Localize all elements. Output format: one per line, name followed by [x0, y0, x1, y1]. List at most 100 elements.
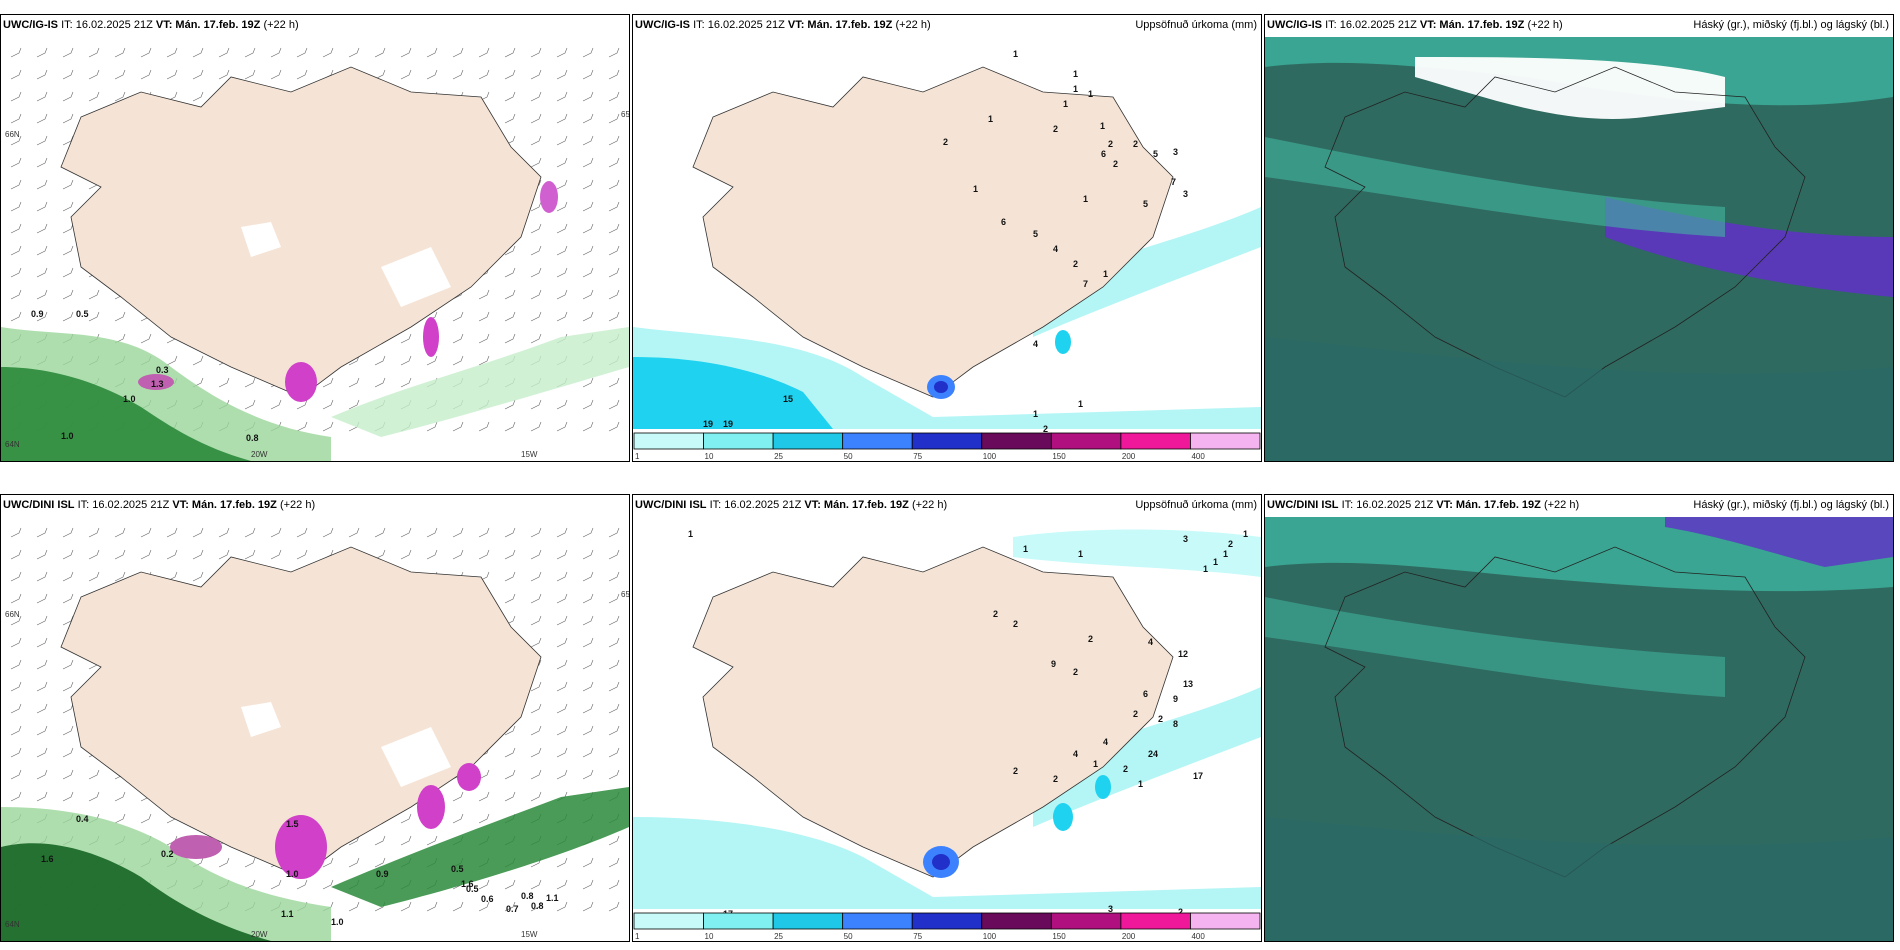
value-label: 0.5	[76, 309, 89, 319]
value-label: 0.9	[31, 309, 44, 319]
colorbar-swatch	[1190, 432, 1261, 450]
lat-label: 65N	[621, 590, 629, 599]
value-label: 15	[783, 394, 793, 404]
colorbar-tick: 10	[705, 932, 714, 941]
iceland-land	[60, 66, 542, 398]
value-label: 1.0	[123, 394, 136, 404]
panel-title: UWC/IG-IS IT: 16.02.2025 21Z VT: Mán. 17…	[3, 19, 625, 37]
value-label: 0.5	[466, 884, 479, 894]
lon-label: 15W	[521, 930, 538, 939]
value-label: 2	[1158, 714, 1163, 724]
value-label: 6	[1143, 689, 1148, 699]
value-label: 1.0	[61, 431, 74, 441]
model-label: UWC/DINI ISL	[3, 499, 75, 511]
value-label: 12	[1178, 649, 1188, 659]
value-label: 1	[988, 114, 993, 124]
model-label: UWC/DINI ISL	[1267, 499, 1339, 511]
value-label: 24	[1148, 749, 1158, 759]
value-label: 5	[1033, 229, 1038, 239]
value-label: 1	[1223, 549, 1228, 559]
lead-time: (+22 h)	[1543, 499, 1580, 511]
value-label: 3	[1183, 534, 1188, 544]
panel-title: UWC/DINI ISL IT: 16.02.2025 21Z VT: Mán.…	[635, 499, 1257, 517]
lat-label: 65N	[621, 110, 629, 119]
value-label: 2	[1053, 774, 1058, 784]
value-label: 8	[1173, 719, 1178, 729]
colorbar-swatch	[772, 432, 844, 450]
colorbar-swatch	[981, 432, 1052, 450]
colorbar-tick: 75	[913, 452, 922, 461]
panel-title: UWC/IG-IS IT: 16.02.2025 21Z VT: Mán. 17…	[635, 19, 1257, 37]
lat-label: 64N	[5, 440, 20, 449]
value-label: 1	[973, 184, 978, 194]
colorbar-swatch	[1120, 912, 1191, 930]
colorbar-swatch	[1190, 912, 1261, 930]
value-label: 13	[1183, 679, 1193, 689]
wind-snow-map: 0.4 1.50.21.61.0 0.50.8 1.11.60.50.60.90.7 0…	[1, 517, 629, 941]
valid-time: VT: Mán. 17.feb. 19Z	[1419, 19, 1525, 31]
value-label: 1	[1093, 759, 1098, 769]
value-label: 4	[1053, 244, 1058, 254]
model-label: UWC/DINI ISL	[635, 499, 707, 511]
colorbar-tick: 25	[774, 932, 783, 941]
value-label: 7	[1083, 279, 1088, 289]
value-label: 0.9	[376, 869, 389, 879]
value-label: 2	[1043, 424, 1048, 434]
value-label: 0.8	[246, 433, 259, 443]
panel-bottom-right: UWC/DINI ISL IT: 16.02.2025 21Z VT: Mán.…	[1264, 494, 1894, 942]
value-label: 1.0	[331, 917, 344, 927]
value-label: 19	[723, 419, 733, 429]
value-label: 1.5	[286, 819, 299, 829]
value-label: 0.4	[76, 814, 89, 824]
valid-time: VT: Mán. 17.feb. 19Z	[1436, 499, 1541, 511]
colorbar-tick: 25	[774, 452, 783, 461]
value-label: 2	[1053, 124, 1058, 134]
colorbar-tick: 150	[1052, 452, 1066, 461]
value-label: 1	[1088, 89, 1093, 99]
value-label: 1	[1138, 779, 1143, 789]
colorbar-tick: 50	[844, 452, 853, 461]
value-label: 1.6	[461, 879, 474, 889]
colorbar-swatch	[911, 912, 983, 930]
lat-label: 66N	[5, 130, 20, 139]
lat-label: 64N	[5, 920, 20, 929]
precipitation-map: 1113211112224129213692284412422211717645…	[633, 517, 1261, 941]
value-label: 1.0	[286, 869, 299, 879]
colorbar-tick: 200	[1122, 452, 1136, 461]
value-label: 0.6	[481, 894, 494, 904]
model-label: UWC/IG-IS	[1267, 19, 1322, 31]
value-label: 1	[1033, 409, 1038, 419]
value-label: 3	[1173, 147, 1178, 157]
cloud-cover-map	[1265, 517, 1893, 941]
precip-colorbar: 1 10 25 50 75 100 150 200 400	[633, 432, 1261, 461]
value-label: 6	[1101, 149, 1106, 159]
value-label: 2	[1108, 139, 1113, 149]
value-label: 0.8	[521, 891, 534, 901]
value-label: 0.8	[531, 901, 544, 911]
value-label: 0.3	[156, 365, 169, 375]
value-label: 1.3	[151, 379, 164, 389]
valid-time: VT: Mán. 17.feb. 19Z	[804, 499, 909, 511]
value-label: 2	[943, 137, 948, 147]
value-label: 1	[1073, 84, 1078, 94]
value-label: 3	[1183, 189, 1188, 199]
value-label: 2	[1073, 259, 1078, 269]
cloud-cover-map	[1265, 37, 1893, 461]
value-label: 1	[1023, 544, 1028, 554]
colorbar-swatch	[703, 912, 774, 930]
value-label: 2	[1123, 764, 1128, 774]
value-label: 1	[1013, 49, 1018, 59]
colorbar-swatch	[1050, 432, 1122, 450]
colorbar-swatch	[981, 912, 1052, 930]
value-label: 2	[1228, 539, 1233, 549]
model-label: UWC/IG-IS	[3, 19, 58, 31]
lat-label: 66N	[5, 610, 20, 619]
value-label: 1	[1083, 194, 1088, 204]
colorbar-swatch	[633, 432, 704, 450]
value-label: 9	[1051, 659, 1056, 669]
panel-title: UWC/DINI ISL IT: 16.02.2025 21Z VT: Mán.…	[3, 499, 625, 517]
colorbar-tick: 50	[844, 932, 853, 941]
panel-title: UWC/IG-IS IT: 16.02.2025 21Z VT: Mán. 17…	[1267, 19, 1889, 37]
value-label: 17	[1193, 771, 1203, 781]
